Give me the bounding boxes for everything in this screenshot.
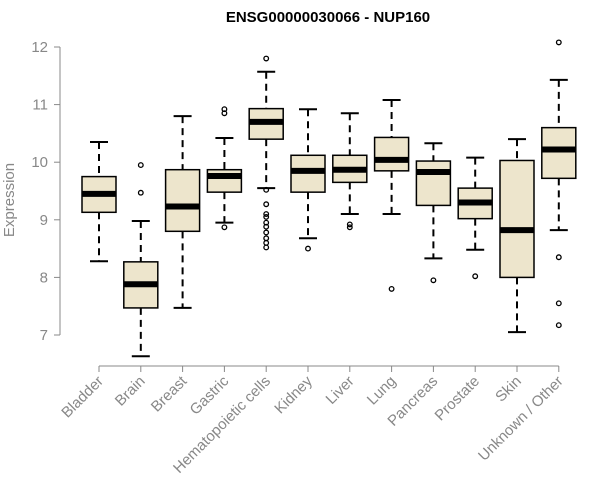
- box-group: [541, 39, 577, 329]
- y-tick-label: 11: [32, 97, 48, 114]
- chart-title: ENSG00000030066 - NUP160: [226, 9, 430, 26]
- box-group: [206, 106, 243, 231]
- outlier-point: [555, 322, 562, 329]
- x-tick-label: Breast: [148, 372, 191, 415]
- box-iqr: [541, 126, 577, 180]
- outlier-point: [430, 277, 437, 284]
- outlier-point: [263, 201, 270, 208]
- outlier-point: [221, 224, 228, 231]
- box-group: [499, 138, 535, 334]
- box-group: [248, 55, 284, 251]
- outlier-point: [555, 254, 562, 261]
- box-series: [81, 39, 577, 358]
- outlier-point: [263, 211, 270, 217]
- box-iqr: [499, 159, 535, 279]
- y-axis: 7 8 9 10 11 12: [31, 39, 61, 344]
- box-iqr: [415, 160, 452, 207]
- box-group: [332, 112, 368, 231]
- box-group: [164, 115, 201, 309]
- outlier-point: [263, 213, 270, 220]
- y-tick-label: 9: [40, 212, 48, 229]
- outlier-point: [555, 300, 562, 307]
- y-tick-label: 10: [31, 154, 48, 171]
- outlier-point: [305, 245, 311, 252]
- x-tick-label: Bladder: [58, 373, 107, 422]
- x-tick-label: Lung: [364, 373, 400, 409]
- box-group: [81, 141, 117, 263]
- box-iqr: [373, 136, 410, 172]
- outlier-point: [137, 189, 144, 196]
- x-tick-label: Brain: [112, 373, 149, 410]
- x-tick-label: Skin: [492, 373, 525, 406]
- box-group: [290, 108, 326, 252]
- y-tick-label: 8: [40, 269, 48, 286]
- outlier-point: [346, 224, 353, 231]
- x-tick-label: Prostate: [431, 373, 483, 425]
- outlier-point: [263, 229, 270, 236]
- y-tick-label: 12: [31, 39, 48, 56]
- outlier-point: [388, 285, 395, 292]
- outlier-point: [263, 244, 270, 251]
- outlier-point: [472, 273, 479, 280]
- outlier-point: [346, 221, 353, 228]
- box-group: [123, 162, 159, 358]
- outlier-point: [263, 235, 270, 242]
- x-tick-label: Liver: [323, 373, 358, 408]
- y-axis-label: Expression: [1, 163, 18, 237]
- outlier-point: [263, 223, 270, 230]
- x-tick-label: Kidney: [271, 372, 316, 417]
- outlier-point: [263, 239, 270, 246]
- y-tick-label: 7: [40, 327, 48, 344]
- box-iqr: [164, 168, 201, 233]
- box-group: [457, 156, 493, 280]
- outlier-point: [137, 162, 144, 169]
- outlier-point: [555, 39, 562, 46]
- outlier-point: [263, 186, 270, 193]
- outlier-point: [221, 106, 228, 113]
- box-group: [373, 98, 410, 292]
- outlier-point: [263, 55, 270, 62]
- box-group: [415, 142, 452, 284]
